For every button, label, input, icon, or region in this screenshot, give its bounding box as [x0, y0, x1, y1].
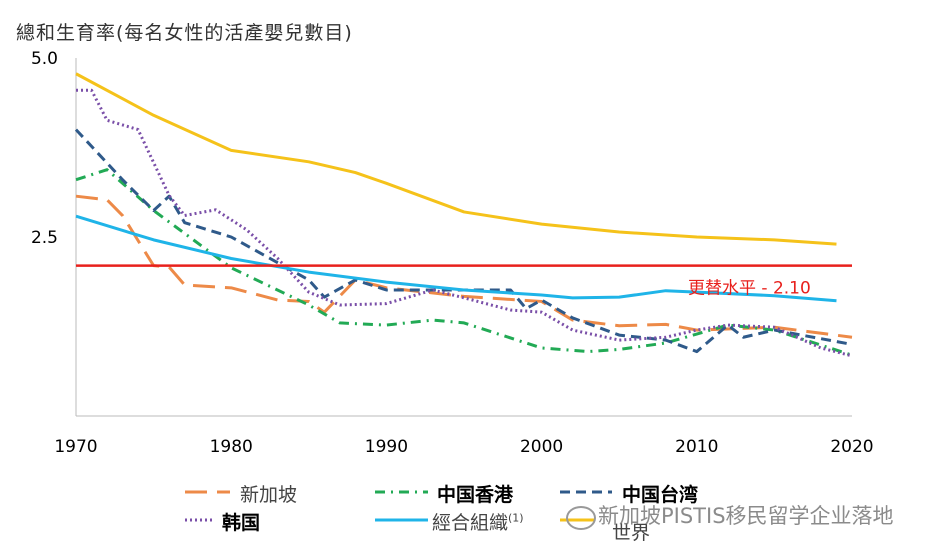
legend-oecd-text: 經合組織	[432, 512, 509, 534]
legend-label-taiwan: 中国台湾	[622, 484, 699, 506]
series-line-2	[74, 128, 853, 354]
series-line-4	[75, 214, 837, 303]
wechat-icon	[566, 506, 596, 530]
y-tick-label: 5.0	[31, 49, 58, 69]
legend-label-oecd: 經合組織(1)	[432, 508, 524, 535]
replacement-level-label: 更替水平 - 2.10	[688, 279, 811, 299]
x-tick-label: 1970	[54, 437, 97, 457]
x-tick-label: 1980	[210, 437, 253, 457]
legend-label-world: 世界	[612, 522, 651, 544]
series-line-5	[75, 72, 837, 246]
watermark: 新加坡PISTIS移民留学企业落地	[598, 504, 894, 528]
legend-label-korea: 韩国	[222, 512, 261, 534]
y-tick-label: 2.5	[31, 228, 58, 248]
chart-title: 總和生育率(每名女性的活產嬰兒數目)	[16, 22, 353, 44]
legend-label-singapore: 新加坡	[240, 484, 298, 506]
x-tick-label: 2020	[830, 437, 873, 457]
legend-label-hongkong: 中国香港	[437, 484, 514, 506]
legend-oecd-note: (1)	[508, 511, 524, 525]
x-tick-label: 2010	[675, 437, 718, 457]
series-line-3	[76, 88, 853, 358]
x-tick-label: 2000	[520, 437, 563, 457]
x-tick-label: 1990	[365, 437, 408, 457]
series-line-1	[75, 168, 853, 357]
